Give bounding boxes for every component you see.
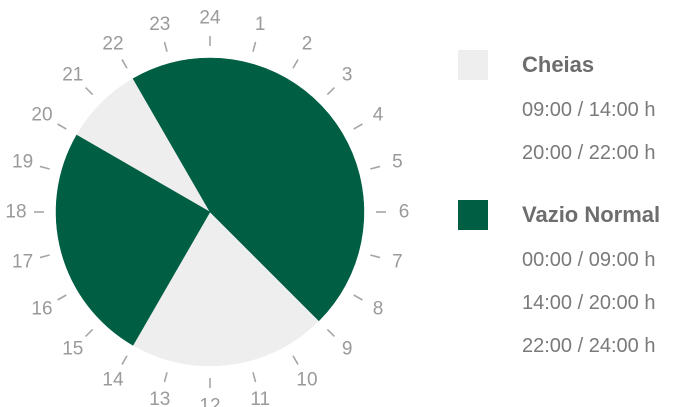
hour-label: 12	[199, 396, 220, 407]
hour-tick	[39, 254, 50, 259]
hour-label: 1	[255, 14, 266, 35]
legend-group-cheias: Cheias 09:00 / 14:00 h 20:00 / 22:00 h	[458, 48, 660, 168]
hour-label: 18	[5, 202, 26, 223]
legend-swatch-cheias	[458, 50, 488, 80]
legend-range: 14:00 / 20:00 h	[522, 292, 656, 314]
legend-title-vazio-normal: Vazio Normal	[522, 202, 661, 227]
hour-label: 4	[373, 105, 384, 126]
hour-label: 15	[62, 339, 83, 360]
hour-tick	[84, 86, 94, 96]
hour-tick	[121, 59, 128, 69]
hour-label: 19	[12, 151, 33, 172]
pie-slice	[132, 211, 320, 367]
hour-tick	[370, 165, 381, 170]
hour-label: 20	[31, 105, 52, 126]
hour-label: 14	[102, 370, 124, 391]
hour-tick	[84, 328, 94, 338]
hour-tick	[252, 41, 257, 52]
legend-swatch-vazio-normal	[458, 200, 488, 230]
hour-label: 3	[342, 64, 353, 85]
hour-label: 9	[342, 339, 353, 360]
hour-tick	[39, 165, 50, 170]
legend-range: 20:00 / 22:00 h	[522, 142, 656, 164]
hour-label: 16	[31, 299, 52, 320]
hour-label: 13	[149, 389, 170, 407]
hour-label: 7	[392, 252, 403, 273]
hour-tick	[326, 86, 336, 96]
pie-slice	[132, 57, 211, 213]
hour-label: 23	[149, 14, 170, 35]
hour-label: 21	[62, 64, 83, 85]
hour-tick	[292, 59, 299, 69]
legend-range: 22:00 / 24:00 h	[522, 335, 656, 357]
pie-slice	[55, 134, 211, 346]
hour-tick	[353, 294, 363, 301]
hour-label: 17	[12, 252, 33, 273]
hour-tick	[252, 372, 257, 383]
hour-label: 6	[399, 202, 410, 223]
hour-tick	[353, 123, 363, 130]
hour-label: 2	[302, 34, 313, 55]
legend-range: 00:00 / 09:00 h	[522, 249, 656, 271]
legend: Cheias 09:00 / 14:00 h 20:00 / 22:00 h V…	[458, 48, 660, 391]
hour-label: 5	[392, 151, 403, 172]
hour-tick	[370, 254, 381, 259]
legend-title-cheias: Cheias	[522, 52, 595, 77]
hour-label: 24	[199, 8, 221, 29]
hour-tick	[57, 123, 67, 130]
hour-tick	[57, 294, 67, 301]
hour-tick	[121, 355, 128, 365]
hour-label: 8	[373, 299, 384, 320]
hour-tick	[326, 328, 336, 338]
hour-label: 10	[296, 370, 317, 391]
legend-group-vazio-normal: Vazio Normal 00:00 / 09:00 h 14:00 / 20:…	[458, 198, 660, 361]
hour-label: 11	[250, 389, 270, 407]
hour-tick	[292, 355, 299, 365]
legend-range: 09:00 / 14:00 h	[522, 99, 656, 121]
pie-slice	[209, 57, 365, 322]
hour-tick	[163, 372, 168, 383]
hour-label: 22	[102, 34, 123, 55]
hour-tick	[163, 41, 168, 52]
